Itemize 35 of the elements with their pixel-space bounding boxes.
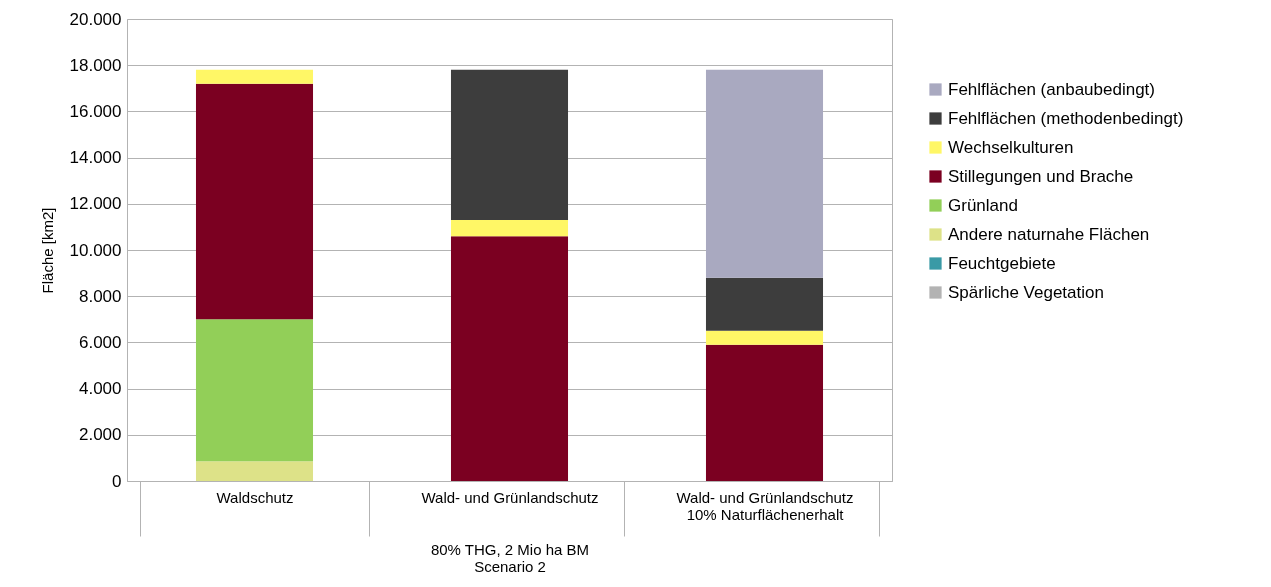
- y-tick-label: 6.000: [78, 332, 122, 352]
- bar: [195, 319, 314, 462]
- legend-label: Andere naturnahe Flächen: [948, 224, 1150, 244]
- bar: [705, 344, 824, 481]
- y-axis-title: Fläche [km2]: [38, 207, 56, 294]
- bar: [705, 277, 824, 331]
- x-tick-label: Wald- und Grünlandschutz 10% Naturflächenerhalt: [676, 488, 854, 523]
- legend-label: Stillegungen und Brache: [948, 166, 1134, 186]
- bar: [195, 83, 314, 320]
- y-tick-label: 0: [112, 471, 122, 491]
- legend-label: Feuchtgebiete: [948, 253, 1056, 273]
- bar: [450, 236, 569, 481]
- bar: [450, 69, 569, 220]
- y-tick-label: 20.000: [69, 9, 122, 29]
- y-tick-label: 4.000: [78, 379, 122, 399]
- x-axis-title: 80% THG, 2 Mio ha BM Scenario 2: [430, 541, 590, 575]
- bar: [450, 219, 569, 237]
- y-tick-label: 8.000: [78, 286, 122, 306]
- x-tick-label: Wald- und Grünlandschutz: [421, 488, 599, 506]
- legend-label: Fehlflächen (anbaubedingt): [948, 79, 1155, 99]
- x-tick-label: Waldschutz: [216, 488, 294, 506]
- y-tick-label: 14.000: [69, 148, 122, 168]
- legend-label: Wechselkulturen: [948, 137, 1074, 157]
- bar: [705, 330, 824, 345]
- bar: [705, 69, 824, 278]
- bar: [195, 69, 314, 84]
- y-tick-label: 12.000: [69, 194, 122, 214]
- y-tick-label: 16.000: [69, 101, 122, 121]
- y-tick-label: 2.000: [78, 425, 122, 445]
- bar: [195, 461, 314, 481]
- legend-label: Spärliche Vegetation: [948, 282, 1104, 302]
- legend-label: Grünland: [948, 195, 1018, 215]
- legend-label: Fehlflächen (methodenbedingt): [948, 108, 1184, 128]
- y-tick-label: 18.000: [69, 55, 122, 75]
- y-tick-label: 10.000: [69, 240, 122, 260]
